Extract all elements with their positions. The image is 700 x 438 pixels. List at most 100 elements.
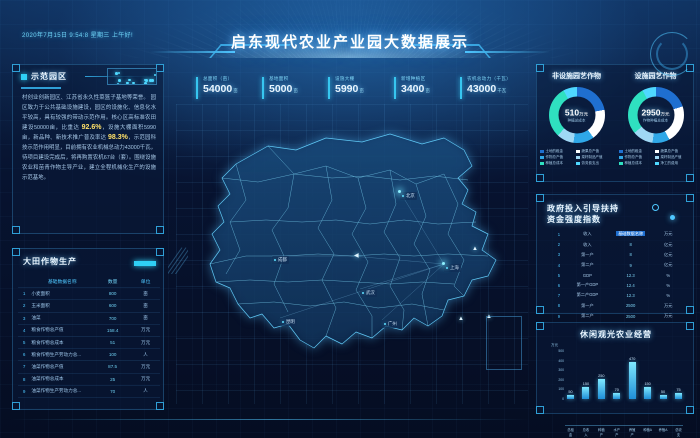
- cell-qty: 25: [94, 373, 131, 385]
- y-tick: 100: [558, 387, 564, 391]
- legend-item[interactable]: 净工的费用: [655, 161, 689, 166]
- bar-group[interactable]: 50: [566, 390, 575, 399]
- government-investment-table: 1 收入 基础数据名称 万元 2 收入 8 亿元 3 第一产 8 亿元 4 第二…: [551, 229, 683, 321]
- field-crop-table: 基础数据名称 数量 单位 1 小麦面积 800 亩 2 玉米面积 600 亩 3…: [18, 275, 160, 398]
- corner-tr: [156, 64, 164, 72]
- legend-item[interactable]: 作物总产值: [619, 155, 653, 160]
- corner-tl: [12, 248, 20, 256]
- legend-swatch-icon: [576, 162, 580, 165]
- bar: [567, 395, 574, 399]
- table-row[interactable]: 7 第二产GDP 12.3 %: [551, 290, 683, 300]
- cell-index: 6: [551, 280, 567, 290]
- table-row[interactable]: 5 GDP 12.3 %: [551, 271, 683, 280]
- footer-divider: [10, 419, 530, 420]
- donut-sublabel: 种植总成本: [568, 118, 586, 123]
- legend-label: 土地的租金: [625, 149, 643, 154]
- table-row[interactable]: 3 油菜 700 亩: [18, 312, 160, 324]
- bar-group[interactable]: 470: [628, 357, 637, 399]
- cell-index: 2: [551, 239, 567, 249]
- table-row[interactable]: 4 第二产 9 亿元: [551, 260, 683, 270]
- china-map[interactable]: 北京 成都 上海 武汉 广州 昆明 ◀ ▲ ▲ ▲: [176, 104, 528, 404]
- donut-chart[interactable]: 2950万元 作物种植总成本: [628, 87, 684, 143]
- legend-label: 蔬果总产值: [582, 149, 600, 154]
- stat-item: 总面积（亩） 54000亩: [196, 76, 262, 102]
- legend-label: 菜籽制品产值: [661, 155, 682, 160]
- bar-group[interactable]: 50: [659, 390, 668, 399]
- cell-name: 收入: [567, 229, 608, 239]
- table-row[interactable]: 7 油菜作物总产值 87.5 万元: [18, 361, 160, 373]
- legend-item[interactable]: 土地的租金: [619, 149, 653, 154]
- paragraph-2c: ，示范园科技示范作用明显，目前拥有农业机械总动力43000千瓦，待项目建设完成后…: [22, 135, 156, 181]
- table-row[interactable]: 9 第二产 2500 万元: [551, 311, 683, 321]
- bar-group[interactable]: 150: [643, 382, 652, 399]
- table-row[interactable]: 1 收入 基础数据名称 万元: [551, 229, 683, 239]
- table-row[interactable]: 8 第一产 2500 万元: [551, 301, 683, 311]
- legend-item[interactable]: 作物总产值: [540, 155, 574, 160]
- map-city-label[interactable]: 上海: [444, 264, 461, 272]
- legend-item[interactable]: 菜籽制品产值: [655, 155, 689, 160]
- map-city-label[interactable]: 武汉: [360, 289, 377, 297]
- dashboard-root: 2020年7月15日 9:54:8 星期三 上午好! 启东现代农业产业园大数据展…: [0, 0, 700, 438]
- map-city-label[interactable]: 成都: [272, 256, 289, 264]
- table-row[interactable]: 9 油菜作物生产劳动力总... 70 人: [18, 385, 160, 397]
- cell-name: 第一产: [567, 250, 608, 260]
- cell-index: 7: [551, 290, 567, 300]
- bar-group[interactable]: 250: [597, 374, 606, 399]
- map-hotspot[interactable]: [442, 262, 445, 265]
- stat-strip: 总面积（亩） 54000亩 基地面积 5000亩 设施大棚 5990亩 新增种植…: [196, 76, 526, 102]
- table-row[interactable]: 2 玉米面积 600 亩: [18, 300, 160, 312]
- x-tick: 总收入: [581, 427, 590, 437]
- x-tick: 总收支: [674, 427, 683, 437]
- panel-action-button[interactable]: [134, 261, 156, 266]
- cell-qty: 158.4: [94, 324, 131, 336]
- table-row[interactable]: 3 第一产 8 亿元: [551, 250, 683, 260]
- legend-item[interactable]: 菜籽制品产值: [576, 155, 610, 160]
- cell-qty: 87.5: [94, 361, 131, 373]
- cell-unit: 亿元: [653, 250, 683, 260]
- table-row[interactable]: 6 第一产GDP 12.4 %: [551, 280, 683, 290]
- legend-item[interactable]: 蔬果总产值: [655, 149, 689, 154]
- y-tick: 500: [558, 349, 564, 353]
- table-row[interactable]: 6 粮食作物生产劳动力总... 100 人: [18, 349, 160, 361]
- gov-title-line: 资金强度指数: [547, 214, 637, 225]
- table-row[interactable]: 1 小麦面积 800 亩: [18, 288, 160, 300]
- table-row[interactable]: 5 粮食作物总成本 51 万元: [18, 336, 160, 348]
- legend-item[interactable]: 种植总成本: [619, 161, 653, 166]
- table-row[interactable]: 2 收入 8 亿元: [551, 239, 683, 249]
- bar-series: 50 150 250 70 470 150 50 75: [566, 349, 683, 399]
- bar: [660, 395, 667, 399]
- donut-chart[interactable]: 510万元 种植总成本: [549, 87, 605, 143]
- bar-group[interactable]: 70: [612, 388, 621, 399]
- table-row[interactable]: 4 粮食作物总产值 158.4 万元: [18, 324, 160, 336]
- bar-group[interactable]: 150: [581, 382, 590, 399]
- bar: [613, 393, 620, 399]
- legend-swatch-icon: [540, 162, 544, 165]
- map-city-label[interactable]: 昆明: [280, 318, 297, 326]
- table-row[interactable]: 8 油菜作物总成本 25 万元: [18, 373, 160, 385]
- cell-unit: 亿元: [653, 239, 683, 249]
- legend-swatch-icon: [576, 156, 580, 159]
- cell-unit: 万元: [131, 361, 160, 373]
- map-city-label[interactable]: 广州: [382, 320, 399, 328]
- panel-title-government-investment: 政府投入引导扶持 资金强度指数: [547, 203, 637, 225]
- china-map-svg: [176, 104, 528, 404]
- legend-item[interactable]: 种植总成本: [540, 161, 574, 166]
- cell-unit: 亩: [131, 288, 160, 300]
- bar-group[interactable]: 75: [674, 388, 683, 399]
- legend-item[interactable]: 蔬果总产值: [576, 149, 610, 154]
- legend-swatch-icon: [576, 150, 580, 153]
- cell-value: 12.3: [608, 290, 654, 300]
- stat-label: 新增种植区: [401, 76, 460, 82]
- cell-value: 2500: [608, 311, 654, 321]
- map-city-label[interactable]: 北京: [400, 192, 417, 200]
- x-tick: 养殖А: [659, 427, 668, 437]
- legend-item[interactable]: 劳务费支出: [576, 161, 610, 166]
- cell-qty: 800: [94, 288, 131, 300]
- y-tick: 0: [562, 397, 564, 401]
- highlight-pct-2: 98.3%: [108, 134, 128, 141]
- cell-index: 8: [551, 301, 567, 311]
- stat-value: 5000亩: [269, 83, 328, 95]
- map-hotspot[interactable]: [398, 190, 401, 193]
- cell-qty: 700: [94, 312, 131, 324]
- legend-item[interactable]: 土地的租金: [540, 149, 574, 154]
